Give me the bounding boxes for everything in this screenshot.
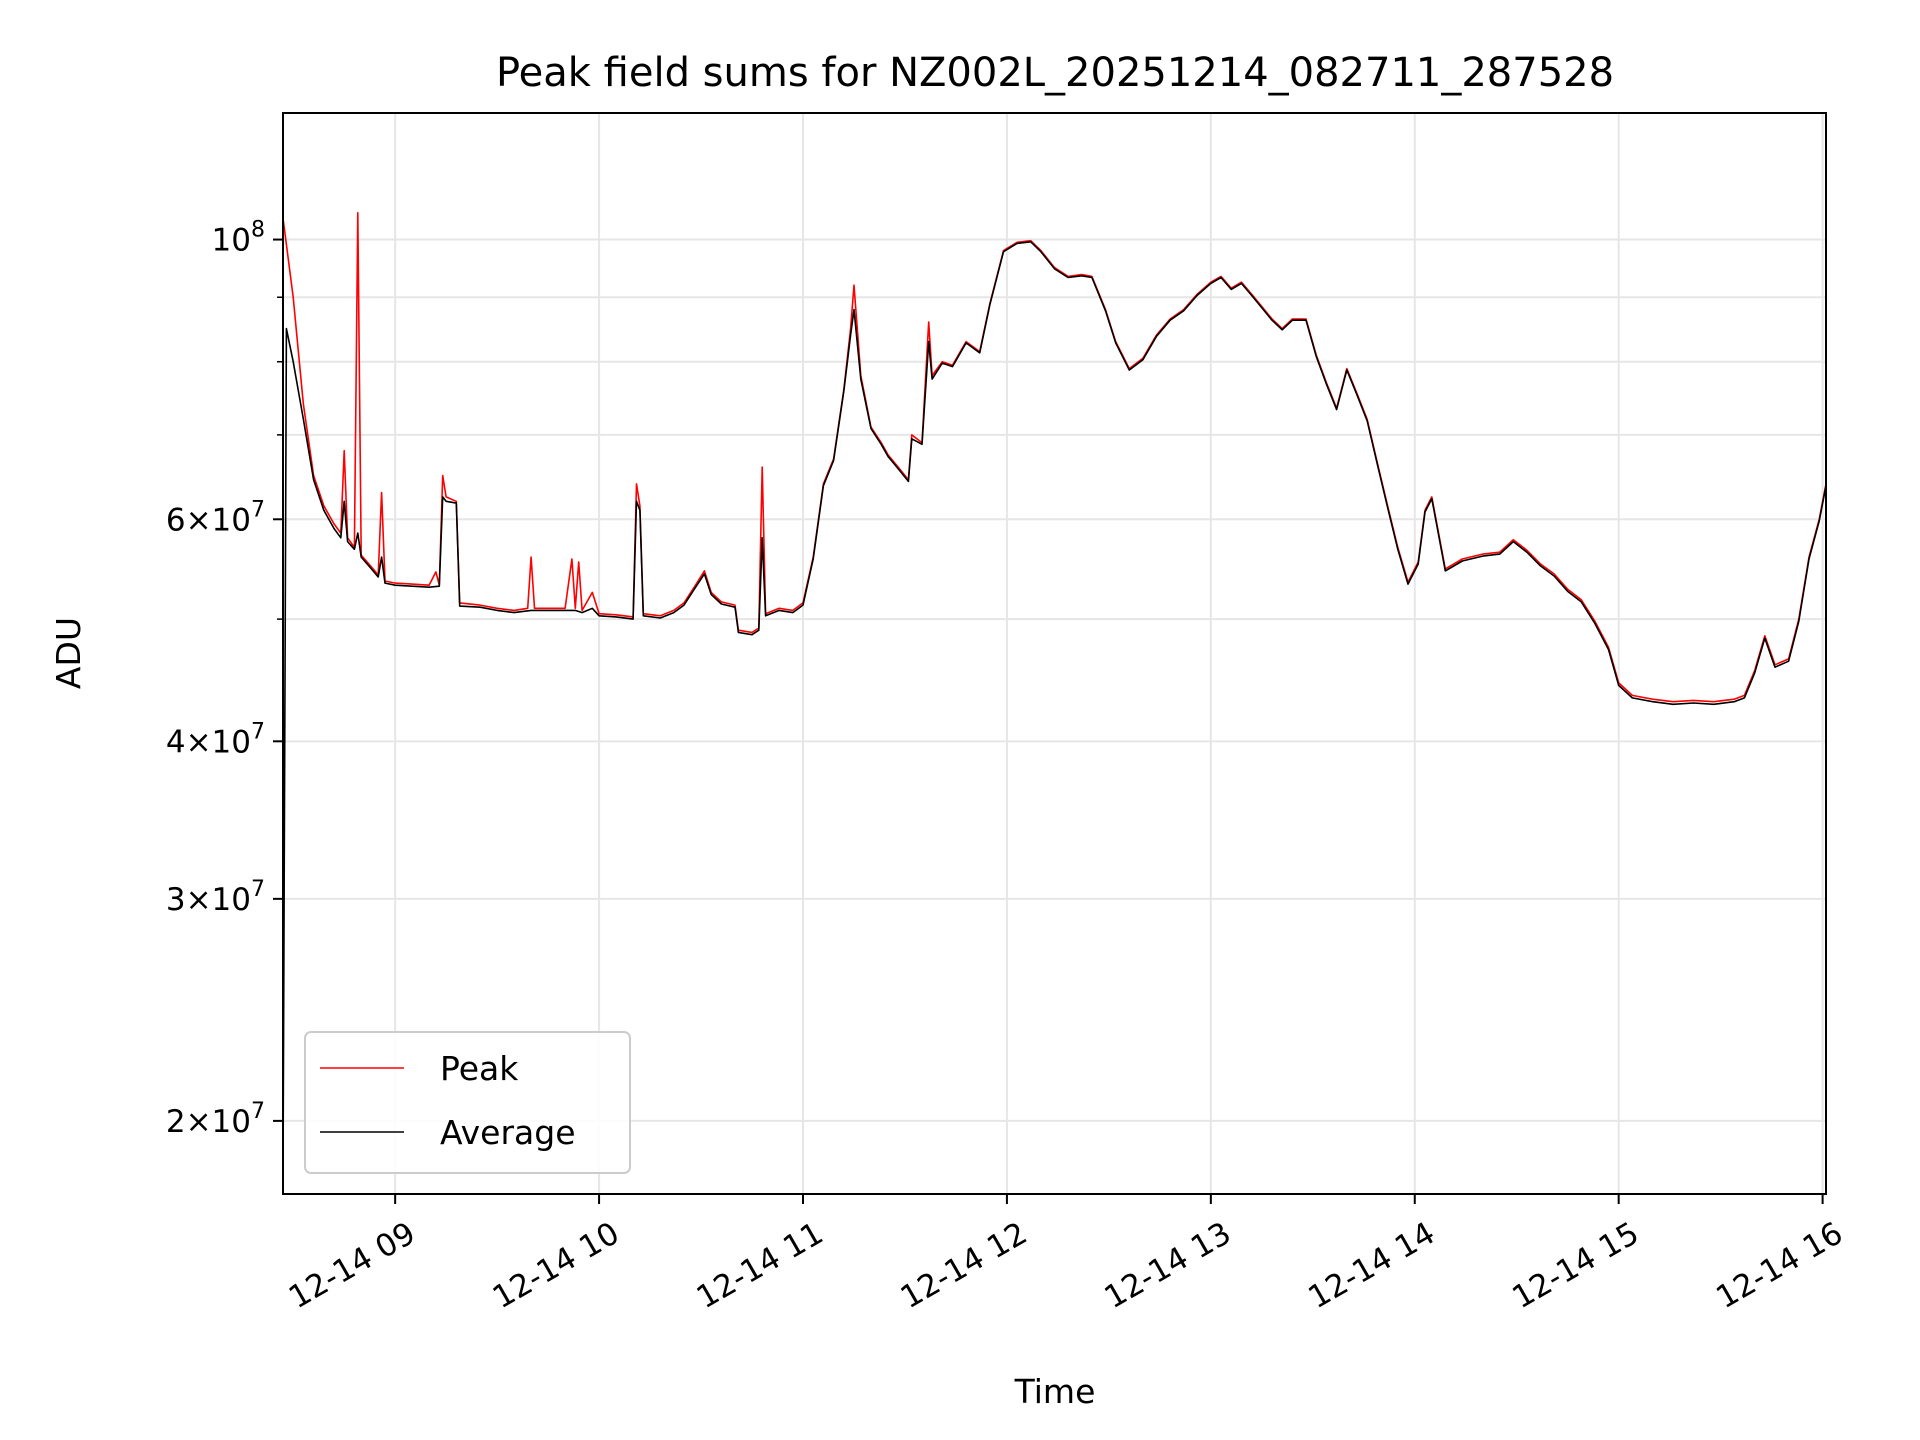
legend-label-peak: Peak bbox=[440, 1049, 519, 1088]
x-axis-label: Time bbox=[1014, 1372, 1096, 1411]
chart-title: Peak field sums for NZ002L_20251214_0827… bbox=[496, 50, 1614, 96]
series-line-average bbox=[283, 241, 1826, 1179]
y-tick-label: 2×107 bbox=[166, 1099, 265, 1140]
legend-label-average: Average bbox=[440, 1113, 576, 1152]
legend: Peak Average bbox=[304, 1031, 631, 1174]
y-tick-label: 3×107 bbox=[166, 877, 265, 918]
y-axis-label: ADU bbox=[49, 617, 88, 689]
y-tick-label: 4×107 bbox=[166, 719, 265, 760]
grid-lines bbox=[283, 113, 1826, 1194]
series-lines bbox=[283, 212, 1826, 1179]
plot-frame bbox=[282, 112, 1827, 1195]
y-tick-label: 6×107 bbox=[166, 497, 265, 538]
